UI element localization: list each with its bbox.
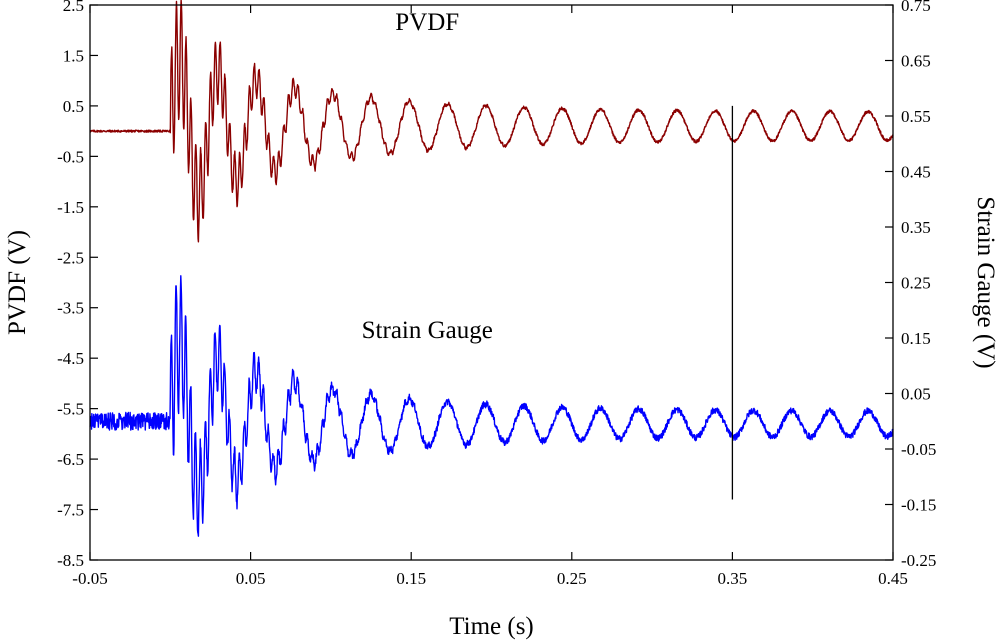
y-left-tick-label: -7.5 (57, 501, 84, 520)
y-right-tick-label: 0.05 (901, 385, 931, 404)
y-left-tick-label: -5.5 (57, 400, 84, 419)
y-right-tick-label: 0.75 (901, 0, 931, 15)
x-tick-label: 0.45 (878, 569, 908, 588)
x-tick-label: -0.05 (72, 569, 107, 588)
y-right-tick-label: 0.45 (901, 163, 931, 182)
x-tick-label: 0.35 (718, 569, 748, 588)
y-right-tick-label: 0.15 (901, 329, 931, 348)
y-left-tick-label: -1.5 (57, 198, 84, 217)
y-right-tick-label: -0.25 (901, 551, 936, 570)
y-left-tick-label: 2.5 (63, 0, 84, 15)
y-left-tick-label: -6.5 (57, 450, 84, 469)
series-annotation-pvdf: PVDF (395, 9, 459, 36)
axes: -0.05 0.05 0.15 0.25 0.35 0.45 2.5 1.5 0.5 -0.5 -1… (4, 0, 999, 640)
series-line-pvdf (89, 0, 894, 243)
y-right-tick-label: 0.25 (901, 274, 931, 293)
y-left-tick-label: -2.5 (57, 248, 84, 267)
y-left-tick-label: -0.5 (57, 147, 84, 166)
y-left-tick-label: 1.5 (63, 46, 84, 65)
y-right-tick-label: -0.15 (901, 496, 936, 515)
series-line-strain-gauge (89, 275, 894, 537)
y-right-tick-label: 0.35 (901, 218, 931, 237)
y-left-axis-title: PVDF (V) (4, 230, 31, 335)
y-right-tick-label: 0.55 (901, 107, 931, 126)
y-left-tick-label: -8.5 (57, 551, 84, 570)
y-right-axis-title: Strain Gauge (V) (972, 196, 999, 368)
y-left-tick-label: -3.5 (57, 299, 84, 318)
y-left-tick-label: -4.5 (57, 349, 84, 368)
x-axis-title: Time (s) (449, 613, 534, 640)
y-right-tick-label: -0.05 (901, 440, 936, 459)
plot-area (89, 0, 894, 537)
x-tick-label: 0.15 (396, 569, 426, 588)
x-tick-label: 0.25 (557, 569, 587, 588)
y-left-tick-label: 0.5 (63, 97, 84, 116)
x-tick-label: 0.05 (236, 569, 266, 588)
y-right-tick-label: 0.65 (901, 52, 931, 71)
series-annotation-strain-gauge: Strain Gauge (362, 317, 493, 344)
